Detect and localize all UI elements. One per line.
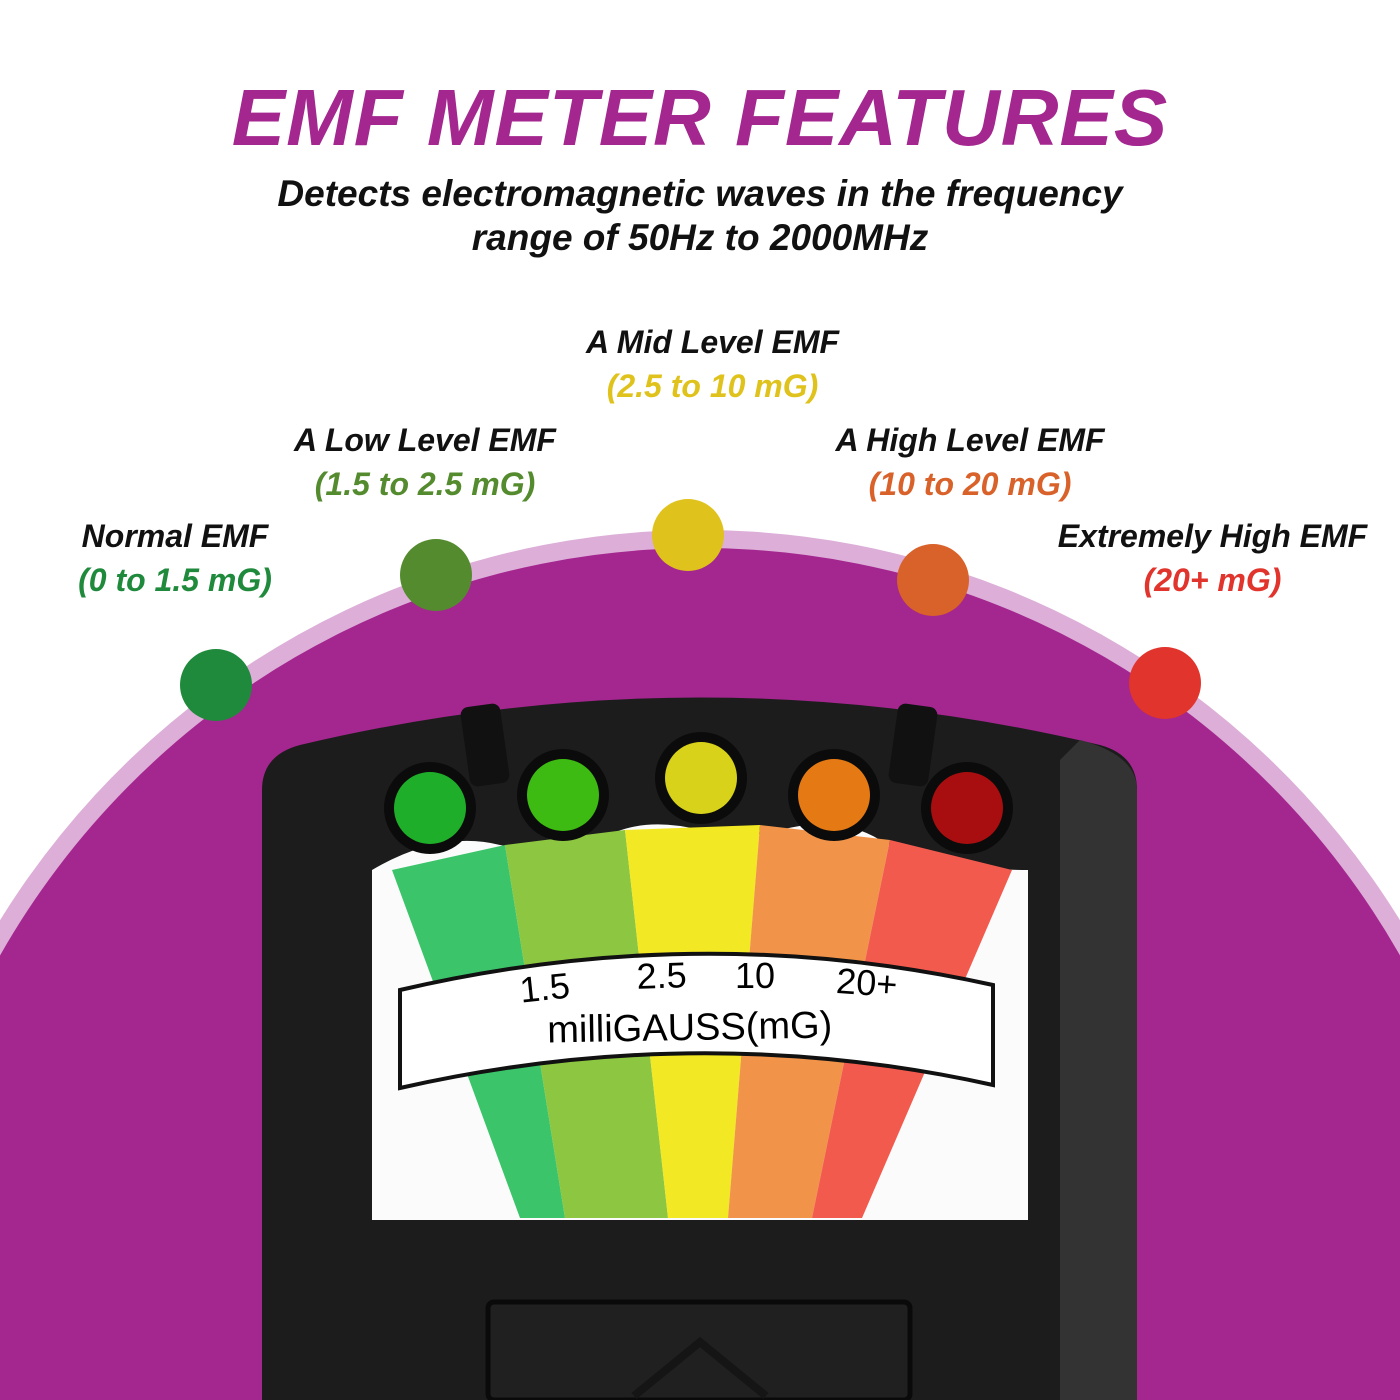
level-dot-mid: [652, 499, 724, 571]
level-dot-extreme: [1129, 647, 1201, 719]
level-dot-high: [897, 544, 969, 616]
label-normal: Normal EMF (0 to 1.5 mG): [30, 514, 320, 602]
level-range: (1.5 to 2.5 mG): [314, 466, 536, 502]
scale-tick: 1.5: [518, 965, 572, 1011]
page-title: EMF METER FEATURES: [231, 73, 1169, 162]
level-range: (20+ mG): [1143, 562, 1282, 598]
subtitle: Detects electromagnetic waves in the fre…: [0, 172, 1400, 260]
level-name: A Mid Level EMF: [585, 324, 840, 360]
label-mid: A Mid Level EMF (2.5 to 10 mG): [540, 320, 885, 408]
meter-device: 1.5 2.5 10 20+ milliGAUSS(mG): [262, 697, 1137, 1400]
label-low: A Low Level EMF (1.5 to 2.5 mG): [250, 418, 600, 506]
level-name: Extremely High EMF: [1057, 518, 1368, 554]
level-range: (0 to 1.5 mG): [78, 562, 272, 598]
level-range: (2.5 to 10 mG): [606, 368, 819, 404]
subtitle-line-2: range of 50Hz to 2000MHz: [471, 217, 929, 258]
scale-tick: 10: [735, 955, 775, 996]
level-name: A Low Level EMF: [294, 422, 556, 458]
unit-label: milliGAUSS(mG): [547, 1005, 833, 1052]
level-range: (10 to 20 mG): [868, 466, 1072, 502]
level-name: Normal EMF: [81, 518, 269, 554]
label-high: A High Level EMF (10 to 20 mG): [800, 418, 1140, 506]
scale-tick: 20+: [835, 960, 899, 1005]
level-dot-normal: [180, 649, 252, 721]
scale-tick: 2.5: [636, 954, 687, 997]
subtitle-line-1: Detects electromagnetic waves in the fre…: [277, 173, 1123, 214]
level-name: A High Level EMF: [835, 422, 1105, 458]
level-dot-low: [400, 539, 472, 611]
label-extreme: Extremely High EMF (20+ mG): [1030, 514, 1395, 602]
